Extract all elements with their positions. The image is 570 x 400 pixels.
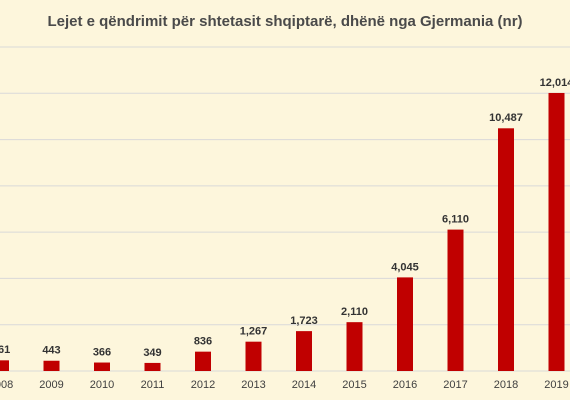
bar — [397, 277, 413, 371]
x-tick-label: 2011 — [141, 379, 165, 391]
x-tick-label: 2010 — [90, 379, 114, 391]
bar — [0, 360, 9, 371]
x-tick-label: 2013 — [241, 379, 265, 391]
bar — [548, 92, 565, 371]
value-label: 366 — [93, 346, 111, 358]
x-tick-label: 2009 — [39, 379, 63, 391]
value-label: 2,110 — [341, 306, 368, 318]
bar — [94, 362, 110, 371]
x-tick-label: 2018 — [494, 379, 518, 391]
bar — [346, 322, 363, 371]
value-label: 349 — [143, 347, 161, 359]
x-tick-label: 2014 — [292, 379, 316, 391]
bar — [498, 128, 514, 371]
value-label: 443 — [42, 345, 60, 357]
x-tick-label: 2016 — [393, 379, 417, 391]
value-label: 12,014 — [540, 77, 570, 89]
x-tick-label: 2017 — [443, 379, 467, 391]
value-label: 1,723 — [290, 315, 318, 327]
value-label: 4,045 — [391, 261, 419, 273]
x-tick-label: 2008 — [0, 379, 13, 391]
chart-title: Lejet e qëndrimit për shtetasit shqiptar… — [47, 13, 522, 30]
x-tick-label: 2015 — [342, 379, 366, 391]
x-tick-label: 2012 — [191, 379, 215, 391]
x-tick-label: 2019 — [544, 379, 568, 391]
value-label: 10,487 — [489, 112, 523, 124]
bar — [43, 360, 60, 371]
bar — [195, 351, 211, 371]
bar — [447, 229, 464, 371]
bar — [296, 331, 312, 371]
value-label: 461 — [0, 344, 10, 356]
value-label: 1,267 — [240, 326, 268, 338]
value-label: 836 — [194, 336, 212, 348]
bar — [144, 362, 161, 371]
bar — [245, 341, 262, 371]
value-label: 6,110 — [442, 214, 469, 226]
